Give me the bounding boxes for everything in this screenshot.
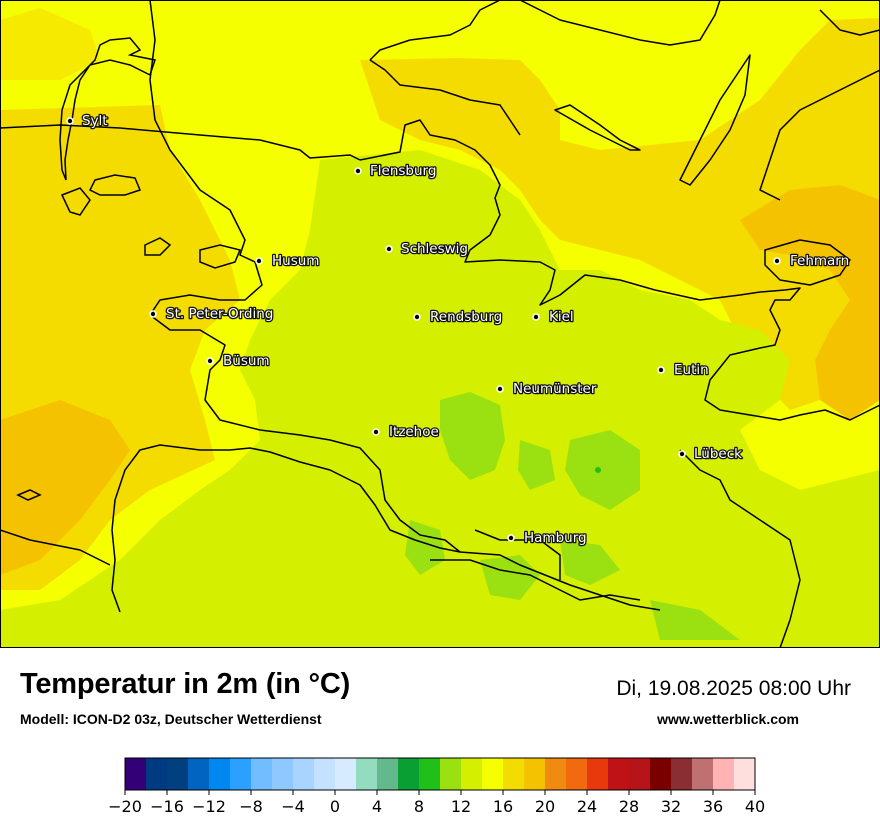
legend-swatch bbox=[629, 758, 651, 790]
city-rendsburg: Rendsburg bbox=[413, 308, 504, 326]
map-title: Temperatur in 2m (in °C) bbox=[20, 668, 351, 700]
city-flensburg: Flensburg bbox=[354, 162, 438, 180]
legend-swatch bbox=[713, 758, 735, 790]
city-label: Kiel bbox=[549, 309, 574, 325]
city-label: Sylt bbox=[82, 113, 108, 129]
city-fehmarn: Fehmarn bbox=[773, 252, 850, 270]
city-eutin: Eutin bbox=[657, 361, 710, 379]
legend-swatch bbox=[356, 758, 378, 790]
legend-tick-label: 8 bbox=[414, 797, 424, 816]
city-husum: Husum bbox=[255, 252, 321, 270]
legend-swatch bbox=[230, 758, 252, 790]
island-amrum bbox=[60, 187, 91, 216]
legend-tick-label: 32 bbox=[661, 797, 681, 816]
city-label: Büsum bbox=[223, 353, 270, 369]
temperature-map: Sylt Flensburg Schleswig Husum Fehmarn S… bbox=[0, 0, 880, 648]
city-kiel: Kiel bbox=[532, 308, 575, 326]
legend-frame bbox=[124, 757, 756, 791]
city-label: Fehmarn bbox=[790, 253, 849, 269]
temperature-spot bbox=[595, 467, 601, 473]
temperature-zones-hot bbox=[0, 185, 880, 575]
coastlines bbox=[0, 0, 880, 648]
city-schleswig: Schleswig bbox=[385, 240, 469, 258]
island-foehr bbox=[88, 174, 142, 196]
legend-tick-label: 20 bbox=[535, 797, 555, 816]
legend-swatch bbox=[545, 758, 567, 790]
city-label: Flensburg bbox=[370, 163, 436, 179]
legend-swatch bbox=[209, 758, 231, 790]
city-buesum: Büsum bbox=[206, 352, 271, 370]
legend-swatch bbox=[398, 758, 420, 790]
legend-swatch bbox=[524, 758, 546, 790]
city-neumuenster: Neumünster bbox=[496, 380, 598, 398]
city-st-peter-ording: St. Peter-Ording bbox=[149, 305, 275, 323]
legend-swatches bbox=[125, 758, 756, 790]
model-info: Modell: ICON-D2 03z, Deutscher Wetterdie… bbox=[20, 711, 322, 727]
legend-swatch bbox=[461, 758, 483, 790]
legend-swatch bbox=[188, 758, 210, 790]
legend-swatch bbox=[482, 758, 504, 790]
island-nordstrand bbox=[144, 237, 172, 256]
legend-swatch bbox=[125, 758, 147, 790]
city-label: Rendsburg bbox=[430, 309, 502, 325]
legend-tick-label: −4 bbox=[281, 797, 305, 816]
legend-swatch bbox=[419, 758, 441, 790]
temperature-zones-cool bbox=[405, 392, 740, 640]
legend-swatch bbox=[335, 758, 357, 790]
legend-swatch bbox=[440, 758, 462, 790]
legend-swatch bbox=[650, 758, 672, 790]
city-itzehoe: Itzehoe bbox=[372, 423, 440, 441]
city-sylt: Sylt bbox=[66, 112, 109, 130]
website-link[interactable]: www.wetterblick.com bbox=[657, 711, 799, 727]
legend-swatch bbox=[314, 758, 336, 790]
legend-ticks: −20 −16 −12 −8 −4 0 4 8 12 16 20 24 28 32 36 40 bbox=[108, 790, 765, 816]
legend-swatch bbox=[272, 758, 294, 790]
legend-swatch bbox=[146, 758, 168, 790]
legend-swatch bbox=[587, 758, 609, 790]
city-label: Neumünster bbox=[513, 381, 597, 397]
legend-tick-label: −16 bbox=[150, 797, 184, 816]
legend-tick-label: 16 bbox=[493, 797, 513, 816]
city-label: Lübeck bbox=[694, 446, 742, 462]
island-hallig bbox=[16, 489, 42, 501]
legend-tick-label: −20 bbox=[108, 797, 142, 816]
legend-tick-label: 4 bbox=[372, 797, 382, 816]
legend-swatch bbox=[566, 758, 588, 790]
legend-tick-label: −12 bbox=[192, 797, 226, 816]
legend-swatch bbox=[377, 758, 399, 790]
city-label: Eutin bbox=[674, 362, 709, 378]
city-label: St. Peter-Ording bbox=[166, 306, 273, 322]
legend-tick-label: 24 bbox=[577, 797, 597, 816]
legend-swatch bbox=[671, 758, 693, 790]
legend-tick-label: 0 bbox=[330, 797, 340, 816]
city-hamburg: Hamburg bbox=[507, 529, 588, 547]
city-label: Itzehoe bbox=[389, 424, 439, 440]
legend-swatch bbox=[692, 758, 714, 790]
legend-swatch bbox=[734, 758, 756, 790]
legend-swatch bbox=[251, 758, 273, 790]
city-label: Husum bbox=[272, 253, 319, 269]
city-markers: Sylt Flensburg Schleswig Husum Fehmarn S… bbox=[66, 112, 850, 547]
city-label: Schleswig bbox=[401, 241, 468, 257]
legend-swatch bbox=[503, 758, 525, 790]
temperature-zones-mild bbox=[0, 150, 880, 648]
legend-tick-label: 28 bbox=[619, 797, 639, 816]
legend-tick-label: 40 bbox=[745, 797, 765, 816]
legend-swatch bbox=[293, 758, 315, 790]
island-pellworm bbox=[199, 244, 242, 269]
legend-swatch bbox=[167, 758, 189, 790]
legend-tick-label: −8 bbox=[239, 797, 263, 816]
legend-tick-label: 12 bbox=[451, 797, 471, 816]
color-legend: −20 −16 −12 −8 −4 0 4 8 12 16 20 24 28 32 36 40 bbox=[108, 757, 765, 816]
legend-swatch bbox=[608, 758, 630, 790]
city-luebeck: Lübeck bbox=[678, 445, 743, 463]
legend-tick-label: 36 bbox=[703, 797, 723, 816]
city-label: Hamburg bbox=[524, 530, 587, 546]
forecast-datetime: Di, 19.08.2025 08:00 Uhr bbox=[616, 677, 851, 700]
